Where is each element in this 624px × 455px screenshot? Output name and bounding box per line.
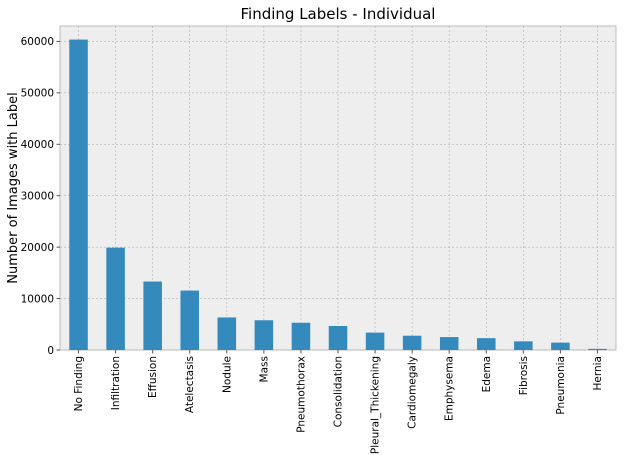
- bar-consolidation: [328, 325, 348, 350]
- x-tick-label: Fibrosis: [518, 356, 530, 395]
- bar-mass: [254, 320, 274, 350]
- y-axis-ticks: 0 10000 20000 30000 40000 50000 60000: [21, 36, 60, 357]
- x-tick-label: Effusion: [147, 356, 159, 398]
- bars: [69, 39, 607, 351]
- chart-title: Finding Labels - Individual: [241, 5, 436, 23]
- x-axis-ticks: No Finding Infiltration Effusion Atelectasi…: [73, 350, 604, 454]
- x-tick-label: Pneumothorax: [295, 356, 307, 433]
- y-tick-label: 10000: [21, 293, 54, 305]
- x-tick-label: Pneumonia: [555, 356, 567, 415]
- y-tick-label: 50000: [21, 88, 54, 100]
- x-tick-label: Consolidation: [333, 356, 345, 427]
- bar-hernia: [588, 348, 607, 350]
- x-tick-label: Infiltration: [110, 356, 122, 410]
- x-tick-label: Cardiomegaly: [407, 356, 419, 429]
- bar-no-finding: [69, 39, 88, 351]
- y-axis-label: Number of Images with Label: [6, 92, 21, 283]
- x-tick-label: Mass: [258, 356, 270, 382]
- x-tick-label: Atelectasis: [184, 356, 196, 413]
- bar-pneumothorax: [291, 322, 311, 350]
- x-tick-label: Hernia: [592, 356, 604, 391]
- bar-fibrosis: [514, 341, 533, 350]
- bar-pneumonia: [551, 342, 570, 350]
- y-tick-label: 0: [47, 345, 54, 357]
- y-tick-label: 20000: [21, 242, 54, 254]
- x-tick-label: Emphysema: [444, 356, 456, 421]
- y-tick-label: 40000: [21, 139, 54, 151]
- x-tick-label: Edema: [481, 356, 493, 392]
- bar-infiltration: [106, 247, 125, 350]
- bar-cardiomegaly: [402, 335, 422, 350]
- x-tick-label: No Finding: [73, 356, 85, 411]
- bar-pleural-thickening: [365, 332, 385, 350]
- y-tick-label: 60000: [21, 36, 54, 48]
- bar-nodule: [217, 317, 237, 350]
- bar-effusion: [143, 281, 162, 350]
- bar-edema: [477, 338, 496, 350]
- bar-emphysema: [439, 337, 459, 350]
- x-tick-label: Nodule: [221, 356, 233, 393]
- x-tick-label: Pleural_Thickening: [370, 356, 382, 454]
- y-tick-label: 30000: [21, 191, 54, 203]
- bar-atelectasis: [180, 290, 199, 350]
